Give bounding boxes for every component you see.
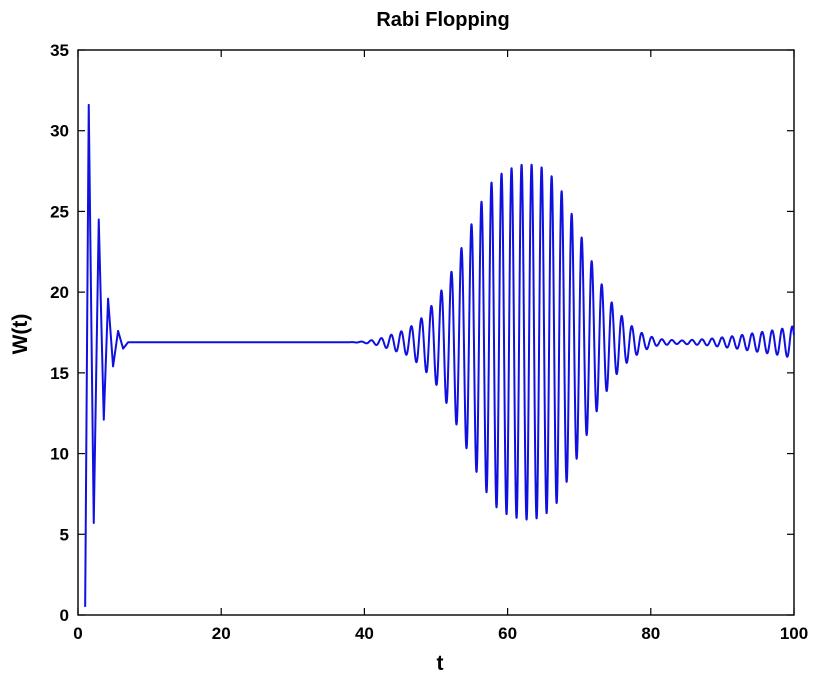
y-tick-label: 25 bbox=[50, 202, 69, 221]
x-tick-label: 60 bbox=[498, 624, 517, 643]
x-tick-label: 0 bbox=[73, 624, 82, 643]
y-tick-label: 20 bbox=[50, 283, 69, 302]
x-tick-label: 20 bbox=[212, 624, 231, 643]
axis-tick-labels: 0 20 40 60 80 100 0 5 10 15 20 25 30 35 bbox=[50, 41, 808, 643]
chart-title: Rabi Flopping bbox=[376, 9, 509, 31]
x-axis-label: t bbox=[437, 652, 444, 674]
x-tick-label: 40 bbox=[355, 624, 374, 643]
y-tick-label: 30 bbox=[50, 122, 69, 141]
y-axis-label: W(t) bbox=[9, 314, 32, 355]
y-tick-label: 35 bbox=[50, 41, 69, 60]
y-tick-label: 0 bbox=[60, 606, 69, 625]
axis-ticks bbox=[77, 49, 795, 616]
x-tick-label: 100 bbox=[780, 624, 808, 643]
series-line bbox=[84, 103, 795, 607]
y-tick-label: 15 bbox=[50, 364, 69, 383]
y-tick-label: 10 bbox=[50, 445, 69, 464]
x-tick-label: 80 bbox=[641, 624, 660, 643]
plot-frame bbox=[77, 49, 795, 616]
y-tick-label: 5 bbox=[60, 525, 69, 544]
